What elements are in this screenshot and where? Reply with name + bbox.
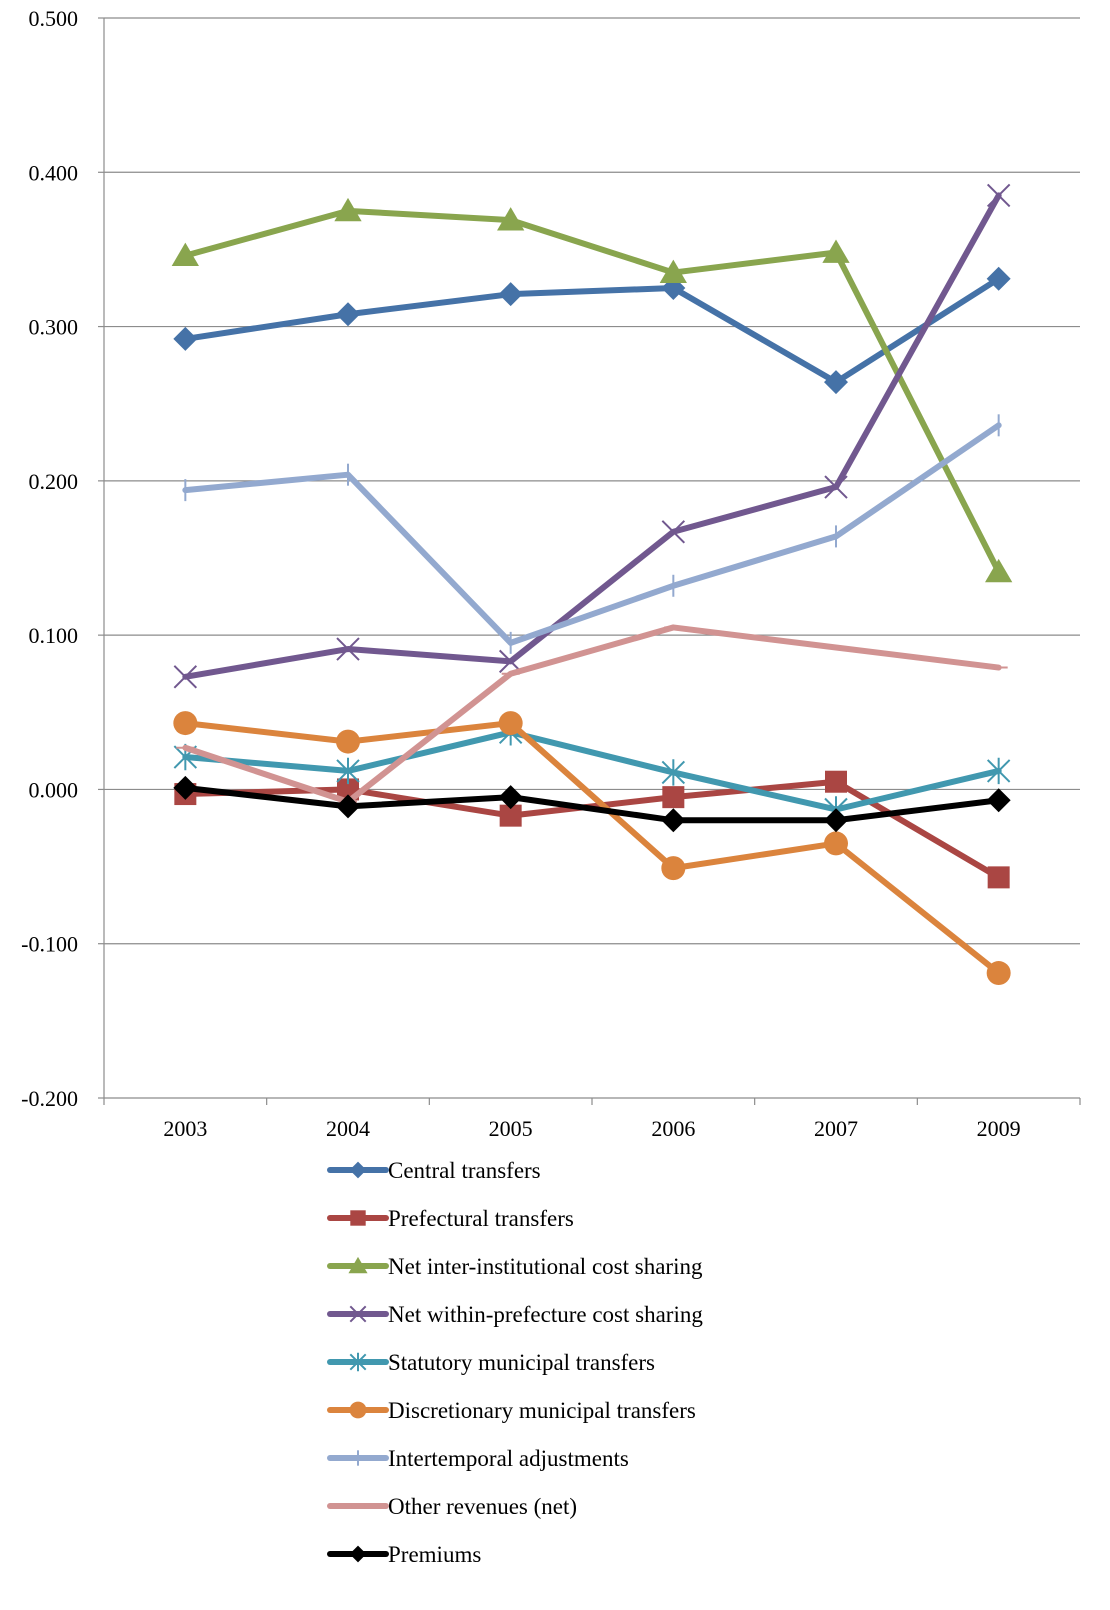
data-point [822,239,850,263]
x-tick-label: 2005 [489,1116,533,1141]
data-point [824,831,848,856]
y-tick-label: -0.100 [21,932,78,957]
series-line [182,729,1002,813]
data-point [659,259,687,283]
data-point [986,788,1011,813]
data-point [824,475,848,499]
data-point [336,302,360,327]
y-tick-label: 0.100 [29,623,79,648]
legend-label: Statutory municipal transfers [388,1350,655,1375]
data-point [986,266,1011,291]
legend-entry: Intertemporal adjustments [327,1446,629,1471]
legend-label: Prefectural transfers [388,1206,574,1231]
legend-entry: Premiums [327,1542,481,1567]
data-point [498,282,523,307]
data-point [171,242,199,266]
series-line [182,207,1002,575]
series [176,624,1008,805]
x-tick-label: 2003 [163,1116,207,1141]
data-point [349,1401,367,1419]
data-point [173,711,198,736]
data-point [336,729,360,754]
legend-entry: Prefectural transfers [327,1206,574,1231]
x-tick-label: 2009 [977,1116,1021,1141]
data-point [349,1305,367,1323]
series-lines [171,183,1013,986]
data-point [661,856,686,881]
series-line [182,422,1002,646]
data-point [173,665,198,689]
legend-label: Other revenues (net) [388,1494,577,1519]
x-tick-label: 2007 [814,1116,858,1141]
legend-label: Net within-prefecture cost sharing [388,1302,703,1327]
y-tick-label: -0.200 [21,1086,78,1111]
y-tick-label: 0.300 [29,315,79,340]
series-line [182,275,1002,386]
y-tick-label: 0.500 [29,6,79,31]
y-tick-label: 0.400 [29,160,79,185]
y-tick-label: 0.000 [29,777,79,802]
series-line [182,192,1002,680]
data-point [498,785,523,810]
data-point [336,757,360,785]
legend-label: Net inter-institutional cost sharing [388,1254,703,1279]
data-point [985,558,1013,583]
data-point [661,808,686,833]
legend-entry: Net within-prefecture cost sharing [327,1302,703,1327]
series [173,775,1011,833]
data-point [824,808,848,833]
x-tick-labels: 2003 2004 2005 2006 2007 2009 [163,1116,1020,1141]
data-point [336,637,360,661]
data-point [825,770,847,793]
legend-entry: Net inter-institutional cost sharing [327,1254,703,1279]
data-point [334,197,362,222]
data-point [986,757,1011,785]
data-point [173,326,198,351]
legend: Central transfers Prefectural transfers Ne… [327,1158,703,1567]
series [173,711,1011,986]
legend-label: Central transfers [388,1158,541,1183]
data-point [173,775,198,800]
axes [98,17,1081,1105]
x-tick-label: 2006 [651,1116,695,1141]
data-point [348,1256,368,1274]
series [171,197,1013,583]
series [173,266,1011,395]
data-point [824,370,848,395]
y-tick-labels: -0.200 -0.100 0.000 0.100 0.200 0.300 0.400 0.5… [21,6,78,1111]
data-point [499,804,522,827]
data-point [986,183,1011,208]
legend-entry: Other revenues (net) [327,1494,577,1519]
data-point [662,786,685,809]
data-point [661,520,686,544]
data-point [986,961,1011,986]
y-tick-label: 0.200 [29,469,79,494]
data-point [497,207,525,231]
legend-entry: Central transfers [327,1158,541,1183]
data-point [350,1210,366,1226]
legend-entry: Statutory municipal transfers [327,1350,655,1375]
data-point [661,759,686,786]
data-point [498,711,523,736]
legend-entry: Discretionary municipal transfers [327,1398,696,1423]
data-point [349,1545,367,1563]
data-point [349,1161,367,1179]
data-point [349,1352,367,1372]
series-line [182,720,1002,977]
data-point [987,866,1010,889]
series-line [182,624,1002,805]
legend-label: Premiums [388,1542,481,1567]
x-tick-label: 2004 [326,1116,370,1141]
series-line [182,784,1002,824]
legend-label: Discretionary municipal transfers [388,1398,696,1423]
legend-label: Intertemporal adjustments [388,1446,629,1471]
series [173,183,1011,689]
series [182,414,1002,654]
data-point [336,794,360,819]
